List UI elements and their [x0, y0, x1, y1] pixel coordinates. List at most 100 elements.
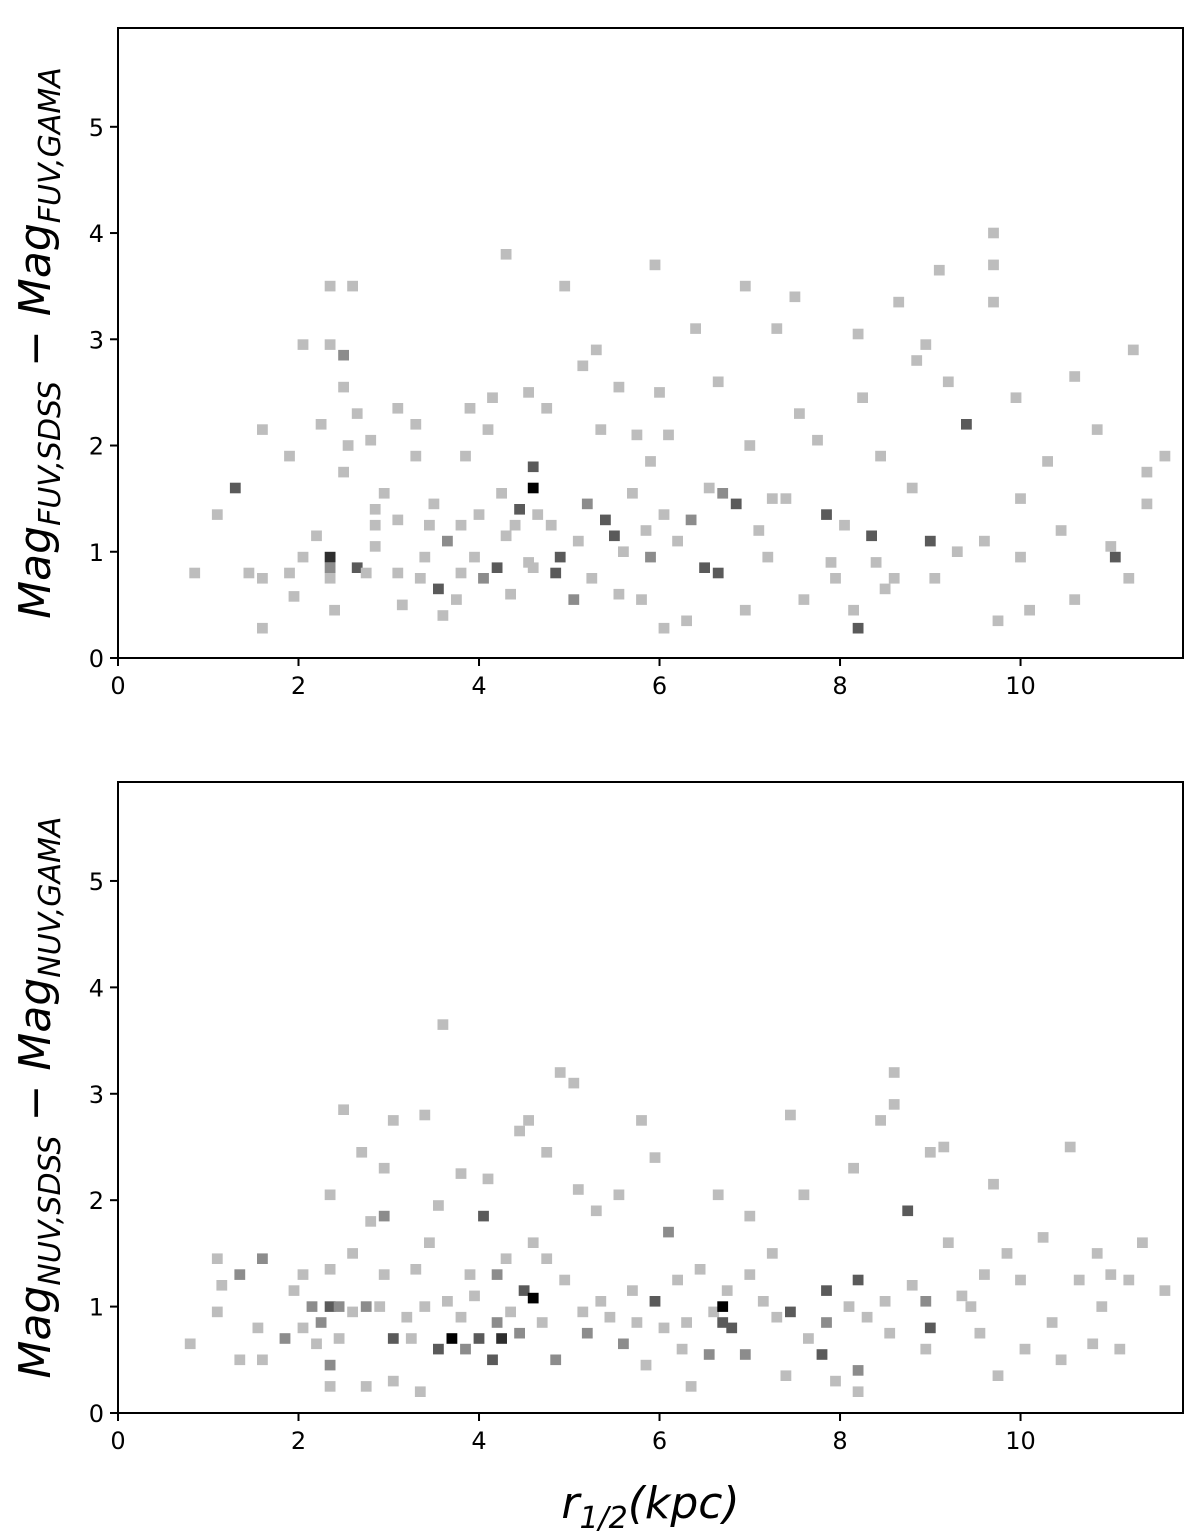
histogram-bin: [338, 381, 349, 393]
histogram-bin: [257, 424, 268, 435]
histogram-bin: [798, 1189, 810, 1201]
histogram-bin: [942, 376, 954, 388]
histogram-bin: [338, 349, 349, 361]
histogram-bin: [618, 1338, 629, 1350]
histogram-bin: [532, 509, 544, 520]
histogram-bin: [211, 1306, 223, 1318]
histogram-bin: [1109, 551, 1121, 563]
histogram-bin: [843, 1301, 855, 1312]
bottom-x-axis-label: r1/2(kpc): [561, 1478, 739, 1536]
histogram-bin: [739, 1349, 751, 1360]
top-axes-frame: [117, 27, 1184, 659]
histogram-bin: [717, 1301, 729, 1312]
histogram-bin: [469, 1290, 480, 1302]
histogram-bin: [717, 488, 729, 499]
histogram-bin: [1073, 1274, 1085, 1286]
histogram-bin: [234, 1354, 246, 1366]
histogram-bin: [965, 1301, 977, 1312]
histogram-bin: [681, 615, 692, 627]
histogram-bin: [992, 1370, 1004, 1381]
histogram-bin: [414, 1386, 426, 1397]
histogram-bin: [505, 1306, 516, 1318]
histogram-bin: [798, 594, 810, 605]
histogram-bin: [839, 519, 850, 531]
histogram-bin: [324, 280, 336, 292]
bottom-panel: 0 2 4 6 8 10 0 1 2 3 4 5 MagNUV,SDSS − MagNUV,GAMA…: [10, 781, 1184, 1536]
histogram-bin: [568, 594, 580, 605]
histogram-bin: [356, 1147, 368, 1158]
histogram-bin: [315, 419, 327, 430]
histogram-bin: [613, 1189, 625, 1201]
histogram-bin: [627, 1285, 638, 1296]
histogram-bin: [550, 1354, 562, 1366]
histogram-bin: [658, 622, 670, 634]
histogram-bin: [211, 1253, 223, 1264]
histogram-bin: [703, 1349, 715, 1360]
histogram-bin: [500, 530, 512, 542]
bottom-x-ticks: 0 2 4 6 8 10: [110, 1413, 1036, 1455]
histogram-bin: [875, 1115, 886, 1126]
histogram-bin: [527, 1237, 539, 1248]
histogram-bin: [920, 1343, 932, 1355]
histogram-bin: [342, 440, 354, 451]
histogram-bin: [433, 1200, 444, 1211]
histogram-bin: [717, 1317, 729, 1328]
histogram-bin: [690, 323, 701, 334]
histogram-bin: [757, 1296, 769, 1307]
histogram-bin: [911, 355, 923, 366]
histogram-bin: [609, 530, 620, 542]
histogram-bin: [857, 392, 868, 403]
histogram-bin: [830, 573, 841, 584]
histogram-bin: [419, 1109, 431, 1121]
histogram-bin: [595, 1296, 607, 1307]
histogram-bin: [311, 1338, 322, 1350]
histogram-bin: [789, 291, 801, 303]
histogram-bin: [852, 622, 864, 634]
histogram-bin: [523, 1115, 534, 1126]
histogram-bin: [663, 1226, 674, 1238]
y-tick-label: 1: [89, 539, 104, 567]
histogram-bin: [437, 1019, 449, 1030]
histogram-bin: [211, 509, 223, 520]
histogram-bin: [1123, 1274, 1135, 1286]
histogram-bin: [1069, 594, 1081, 605]
histogram-bin: [473, 1333, 485, 1344]
histogram-bin: [360, 567, 372, 579]
histogram-bin: [581, 498, 593, 510]
histogram-bin: [933, 264, 945, 276]
histogram-bin: [347, 1248, 358, 1259]
histogram-bin: [658, 1322, 670, 1334]
histogram-bin: [442, 535, 453, 547]
histogram-bin: [482, 1173, 494, 1185]
histogram-bin: [821, 1285, 832, 1296]
histogram-bin: [378, 1210, 390, 1222]
histogram-bin: [523, 387, 534, 398]
histogram-bin: [257, 1253, 268, 1264]
histogram-bin: [712, 1189, 724, 1201]
histogram-bin: [572, 1184, 584, 1195]
histogram-bin: [523, 557, 534, 568]
histogram-bin: [852, 1386, 864, 1397]
bottom-y-axis-label: MagNUV,SDSS − MagNUV,GAMA: [10, 817, 68, 1379]
histogram-bin: [631, 1317, 643, 1328]
histogram-bin: [518, 1285, 530, 1296]
histogram-bin: [979, 535, 990, 547]
histogram-bin: [974, 1327, 986, 1339]
histogram-bin: [1042, 456, 1053, 467]
histogram-bin: [1055, 525, 1067, 536]
histogram-bin: [527, 461, 539, 473]
histogram-bin: [554, 1067, 566, 1078]
histogram-bin: [992, 615, 1004, 627]
histogram-bin: [514, 1125, 525, 1137]
histogram-bin: [821, 1317, 832, 1328]
histogram-bin: [1105, 541, 1117, 552]
histogram-bin: [410, 1264, 422, 1275]
histogram-bin: [1127, 344, 1139, 356]
histogram-bin: [297, 551, 309, 563]
histogram-bin: [663, 429, 674, 441]
histogram-bin: [699, 562, 710, 573]
histogram-bin: [464, 403, 476, 414]
top-x-ticks: 0 2 4 6 8 10: [110, 658, 1036, 700]
histogram-bin: [572, 535, 584, 547]
histogram-bin: [396, 599, 408, 611]
